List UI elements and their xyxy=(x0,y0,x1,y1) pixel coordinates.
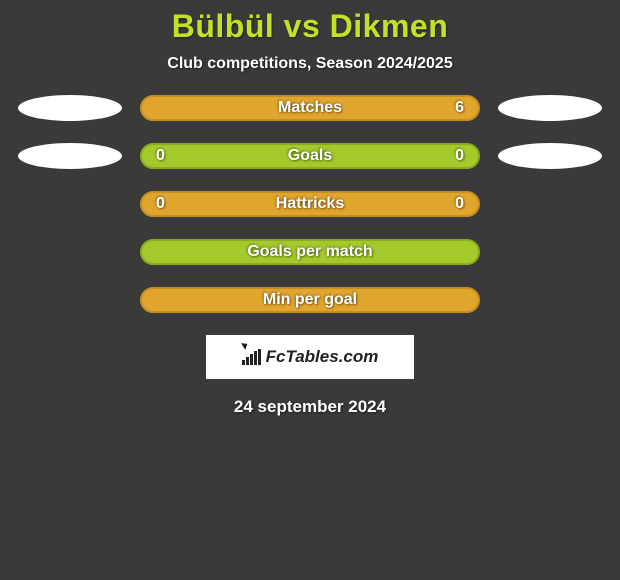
stat-label: Goals xyxy=(288,147,332,165)
left-ellipse-slot xyxy=(0,143,140,169)
player-ellipse-right xyxy=(498,95,602,121)
date-label: 24 september 2024 xyxy=(0,397,620,417)
bars-icon xyxy=(242,349,262,365)
right-ellipse-slot xyxy=(480,143,620,169)
left-ellipse-slot xyxy=(0,95,140,121)
stat-pill: 0 Goals 0 xyxy=(140,143,480,169)
stat-value-left: 0 xyxy=(156,147,165,165)
stats-list: Matches 6 0 Goals 0 0 Hattricks 0 Goals per matc… xyxy=(0,95,620,313)
stat-pill: Goals per match xyxy=(140,239,480,265)
stat-pill: 0 Hattricks 0 xyxy=(140,191,480,217)
stat-row: Min per goal xyxy=(0,287,620,313)
logo-box: FcTables.com xyxy=(206,335,414,379)
stat-row: 0 Hattricks 0 xyxy=(0,191,620,217)
stat-row: 0 Goals 0 xyxy=(0,143,620,169)
stat-value-right: 0 xyxy=(455,195,464,213)
right-ellipse-slot xyxy=(480,95,620,121)
fctables-logo: FcTables.com xyxy=(242,347,379,367)
stat-label: Goals per match xyxy=(247,243,372,261)
stat-label: Matches xyxy=(278,99,342,117)
stat-value-right: 0 xyxy=(455,147,464,165)
stat-row: Matches 6 xyxy=(0,95,620,121)
player-ellipse-left xyxy=(18,95,122,121)
page-title: Bülbül vs Dikmen xyxy=(0,8,620,45)
stat-pill: Matches 6 xyxy=(140,95,480,121)
stat-label: Min per goal xyxy=(263,291,357,309)
stat-row: Goals per match xyxy=(0,239,620,265)
player-ellipse-left xyxy=(18,143,122,169)
stat-value-right: 6 xyxy=(455,99,464,117)
subtitle: Club competitions, Season 2024/2025 xyxy=(0,55,620,73)
comparison-infographic: Bülbül vs Dikmen Club competitions, Seas… xyxy=(0,0,620,417)
stat-label: Hattricks xyxy=(276,195,344,213)
stat-pill: Min per goal xyxy=(140,287,480,313)
stat-value-left: 0 xyxy=(156,195,165,213)
player-ellipse-right xyxy=(498,143,602,169)
logo-label: FcTables.com xyxy=(266,347,379,367)
